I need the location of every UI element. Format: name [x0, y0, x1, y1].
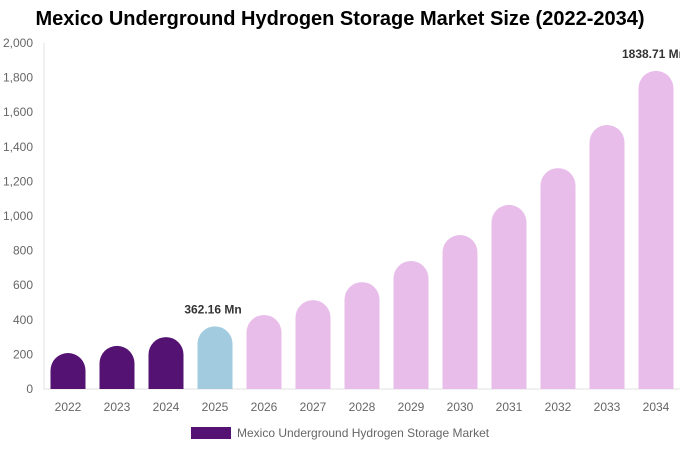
- legend: Mexico Underground Hydrogen Storage Mark…: [191, 426, 489, 440]
- x-tick-label: 2023: [104, 400, 131, 414]
- y-tick-label: 1,600: [3, 105, 33, 119]
- bar-2033: [589, 125, 625, 390]
- y-tick-label: 1,000: [3, 209, 33, 223]
- y-tick-label: 0: [26, 382, 33, 396]
- bar-2030: [442, 235, 478, 389]
- bar-2023: [99, 345, 135, 389]
- x-tick-label: 2022: [55, 400, 82, 414]
- bar-2029: [393, 260, 429, 389]
- x-tick-label: 2027: [300, 400, 327, 414]
- y-tick-label: 1,800: [3, 71, 33, 85]
- x-tick-label: 2026: [251, 400, 278, 414]
- x-tick-label: 2032: [545, 400, 572, 414]
- bar-2027: [295, 300, 331, 389]
- bar-2024: [148, 337, 184, 389]
- y-tick-label: 600: [13, 278, 33, 292]
- bar-2026: [246, 314, 282, 389]
- data-label: 1838.71 Mn: [622, 47, 680, 61]
- x-tick-label: 2024: [153, 400, 180, 414]
- x-tick-label: 2029: [398, 400, 425, 414]
- x-tick-label: 2034: [643, 400, 670, 414]
- chart-title: Mexico Underground Hydrogen Storage Mark…: [35, 8, 645, 30]
- x-tick-label: 2028: [349, 400, 376, 414]
- y-tick-label: 200: [13, 347, 33, 361]
- x-tick-label: 2031: [496, 400, 523, 414]
- bar-2031: [491, 204, 527, 389]
- y-tick-label: 800: [13, 244, 33, 258]
- bar-2032: [540, 168, 576, 389]
- bar-2022: [50, 353, 86, 389]
- y-tick-label: 1,200: [3, 174, 33, 188]
- bar-2028: [344, 282, 380, 389]
- legend-swatch: [191, 427, 231, 439]
- data-label: 362.16 Mn: [184, 302, 241, 316]
- y-tick-label: 2,000: [3, 36, 33, 50]
- legend-label: Mexico Underground Hydrogen Storage Mark…: [237, 426, 490, 440]
- x-tick-label: 2025: [202, 400, 229, 414]
- bar-2025: [197, 326, 233, 389]
- bar-2034: [638, 70, 674, 389]
- y-tick-label: 1,400: [3, 140, 33, 154]
- x-tick-label: 2033: [594, 400, 621, 414]
- x-tick-label: 2030: [447, 400, 474, 414]
- y-tick-label: 400: [13, 313, 33, 327]
